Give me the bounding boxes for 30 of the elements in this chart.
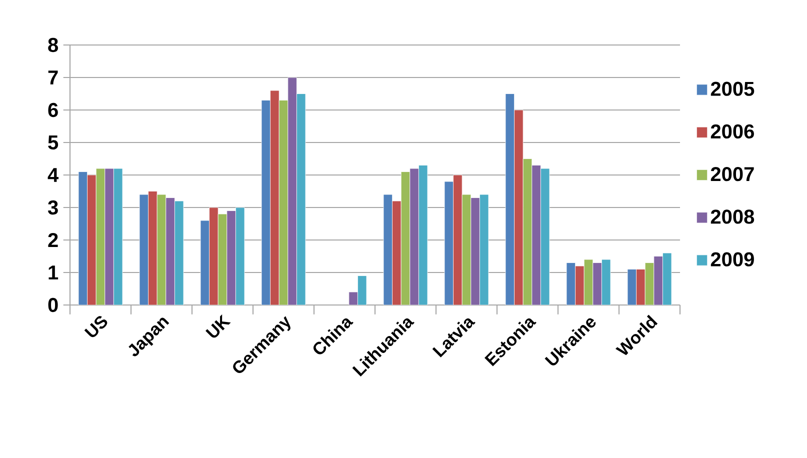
- y-tick-label: 0: [48, 298, 58, 312]
- x-tick-label: UK: [206, 314, 231, 338]
- legend-label: 2009: [710, 252, 754, 266]
- bar: [114, 168, 123, 305]
- bar: [139, 194, 149, 305]
- y-tick-label: 6: [48, 102, 58, 118]
- y-tick-label: 1: [48, 266, 58, 280]
- bar: [296, 94, 306, 305]
- bar: [444, 181, 454, 305]
- bar: [236, 207, 245, 305]
- bar: [78, 172, 88, 305]
- legend-label: 2007: [710, 167, 754, 182]
- bar: [480, 194, 489, 305]
- bar: [540, 168, 550, 305]
- y-tick-label: 8: [48, 38, 58, 52]
- bar: [505, 94, 515, 305]
- bar: [383, 194, 393, 305]
- y-tick-label: 7: [48, 70, 58, 84]
- legend-label: 2005: [710, 82, 754, 96]
- y-tick-label: 2: [48, 233, 58, 247]
- y-tick-label: 5: [48, 136, 58, 150]
- x-tick-label: US: [84, 316, 108, 338]
- y-tick-label: 4: [48, 168, 59, 182]
- legend-label: 2008: [710, 210, 754, 224]
- bar: [200, 220, 210, 305]
- bar: [261, 100, 271, 305]
- y-tick-label: 3: [48, 200, 58, 215]
- bar: [174, 200, 184, 305]
- bar: [418, 165, 428, 305]
- legend-label: 2006: [710, 124, 754, 139]
